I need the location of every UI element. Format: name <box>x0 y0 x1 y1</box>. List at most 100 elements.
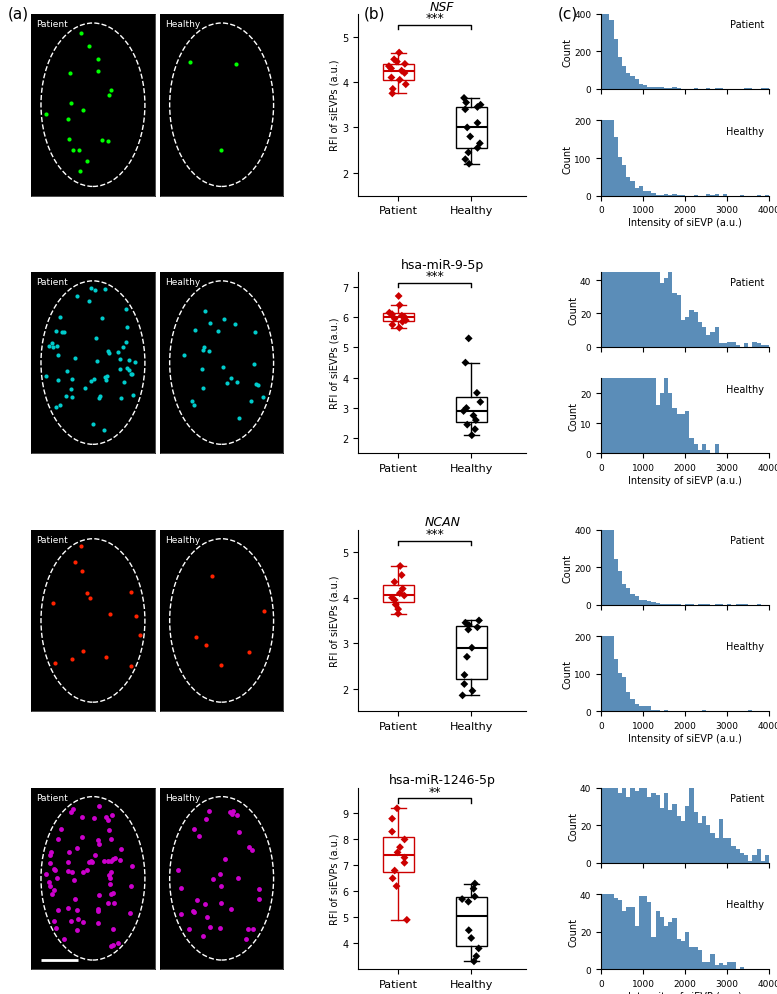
Bar <box>660 916 664 969</box>
Text: Patient: Patient <box>36 278 68 287</box>
Bar <box>601 830 605 969</box>
Point <box>394 839 406 855</box>
Bar <box>626 797 630 863</box>
Bar <box>622 252 626 348</box>
Bar <box>614 898 618 969</box>
Point <box>386 811 399 827</box>
Bar <box>715 327 719 348</box>
Bar <box>618 343 622 454</box>
Bar <box>744 855 748 863</box>
Bar <box>651 937 656 969</box>
Bar <box>647 601 651 605</box>
Point <box>458 90 470 106</box>
Bar <box>656 406 660 454</box>
Bar <box>630 181 635 197</box>
Bar <box>639 373 643 454</box>
Title: NSF: NSF <box>430 1 455 14</box>
Bar <box>639 896 643 969</box>
Text: Patient: Patient <box>36 536 68 545</box>
Point <box>393 298 406 314</box>
Point <box>387 82 399 97</box>
Point <box>399 66 411 82</box>
Bar <box>639 707 643 712</box>
Text: **: ** <box>429 784 441 798</box>
Bar <box>660 284 664 348</box>
Bar <box>689 787 694 863</box>
Bar <box>639 600 643 605</box>
Point <box>465 930 477 946</box>
Bar <box>668 270 672 348</box>
Bar <box>643 192 647 197</box>
Bar <box>702 604 706 605</box>
Bar <box>706 451 710 454</box>
Bar <box>639 187 643 197</box>
Bar <box>702 961 706 969</box>
Bar <box>664 88 668 89</box>
Bar <box>681 321 685 348</box>
Point <box>462 617 475 633</box>
Bar <box>630 594 635 605</box>
Bar <box>685 412 689 454</box>
Y-axis label: Count: Count <box>563 553 573 582</box>
Point <box>472 940 485 956</box>
Title: hsa-miR-1246-5p: hsa-miR-1246-5p <box>104 773 211 786</box>
Bar <box>601 68 605 348</box>
Bar <box>668 394 672 454</box>
Bar <box>656 911 660 969</box>
Bar <box>664 379 668 454</box>
Point <box>392 601 404 617</box>
Bar <box>685 806 689 863</box>
Text: Healthy: Healthy <box>726 126 765 136</box>
Bar <box>622 911 626 969</box>
Point <box>469 421 481 437</box>
Bar <box>630 349 635 454</box>
Bar <box>660 88 664 89</box>
Point <box>383 59 395 75</box>
Bar <box>618 572 622 605</box>
Text: Healthy: Healthy <box>165 278 200 287</box>
Point <box>474 136 486 152</box>
Point <box>399 310 411 326</box>
Bar <box>647 707 651 712</box>
Bar <box>618 58 622 89</box>
Point <box>461 120 473 136</box>
Bar <box>694 946 698 969</box>
Y-axis label: RFI of siEVPs (a.u.): RFI of siEVPs (a.u.) <box>329 317 340 409</box>
Point <box>472 613 485 629</box>
Bar <box>736 346 740 348</box>
Point <box>456 688 469 704</box>
Bar <box>694 445 698 454</box>
Bar <box>622 678 626 712</box>
Point <box>469 413 482 428</box>
Y-axis label: RFI of siEVPs (a.u.): RFI of siEVPs (a.u.) <box>329 576 340 667</box>
Bar <box>643 896 647 969</box>
Bar <box>702 327 706 348</box>
Bar <box>656 795 660 863</box>
Bar <box>706 195 710 197</box>
Bar <box>668 810 672 863</box>
Bar <box>605 509 609 605</box>
Point <box>399 832 411 848</box>
Bar <box>672 918 677 969</box>
Point <box>388 575 401 590</box>
Point <box>472 116 484 132</box>
Point <box>399 855 411 871</box>
Bar <box>664 711 668 712</box>
Text: Healthy: Healthy <box>165 20 200 30</box>
Title: NSF: NSF <box>145 1 169 14</box>
Bar <box>609 529 614 605</box>
Bar <box>656 272 660 348</box>
Bar <box>630 765 635 863</box>
Bar <box>605 578 609 712</box>
Bar <box>748 861 752 863</box>
Bar <box>605 107 609 348</box>
Bar <box>622 343 626 454</box>
Bar <box>761 346 765 348</box>
Y-axis label: RFI of siEVPs (a.u.): RFI of siEVPs (a.u.) <box>329 833 340 924</box>
Bar <box>609 891 614 969</box>
Bar <box>618 793 622 863</box>
Bar <box>639 255 643 348</box>
Bar <box>614 328 618 454</box>
Bar <box>672 804 677 863</box>
Point <box>459 102 472 118</box>
